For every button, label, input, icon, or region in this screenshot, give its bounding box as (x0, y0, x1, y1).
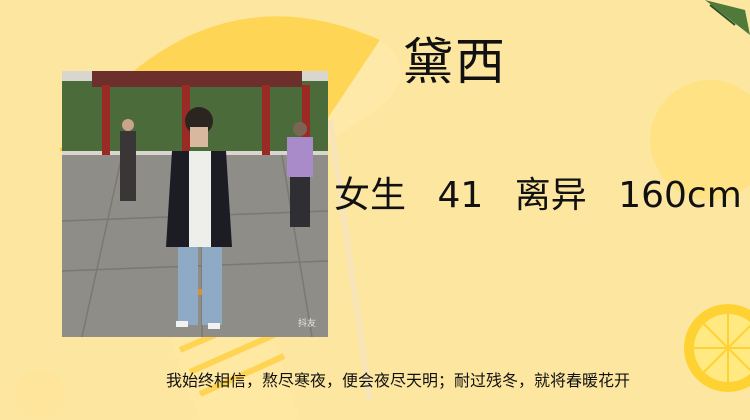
profile-info: 女生 41 离异 160cm (334, 166, 750, 218)
gender-label: 女生 (334, 175, 407, 216)
profile-photo: 抖友 (62, 71, 328, 337)
lemon-icon (684, 304, 750, 392)
height-label: 160cm (618, 175, 742, 216)
photo-watermark: 抖友 (297, 319, 316, 329)
age-label: 41 (437, 175, 484, 216)
marital-status-label: 离异 (514, 175, 587, 216)
palm-leaf-icon (705, 0, 750, 35)
profile-motto: 我始终相信，熬尽寒夜，便会夜尽天明；耐过残冬，就将春暖花开 (165, 371, 630, 390)
profile-name: 黛西 (403, 33, 507, 91)
